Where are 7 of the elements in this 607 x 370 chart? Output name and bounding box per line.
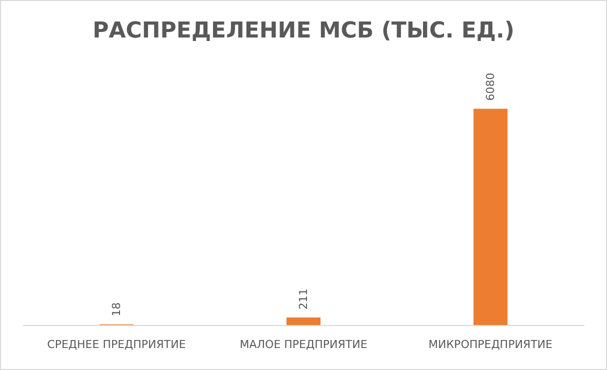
chart-title: РАСПРЕДЕЛЕНИЕ МСБ (ТЫС. ЕД.) <box>92 18 514 44</box>
x-tick-label: МАЛОЕ ПРЕДПРИЯТИЕ <box>240 338 368 351</box>
x-tick-label: МИКРОПРЕДПРИЯТИЕ <box>428 338 553 351</box>
data-label: 6080 <box>484 72 497 101</box>
data-label: 211 <box>297 288 310 310</box>
data-label: 18 <box>110 302 123 316</box>
x-tick-label: СРЕДНЕЕ ПРЕДПРИЯТИЕ <box>47 338 186 351</box>
